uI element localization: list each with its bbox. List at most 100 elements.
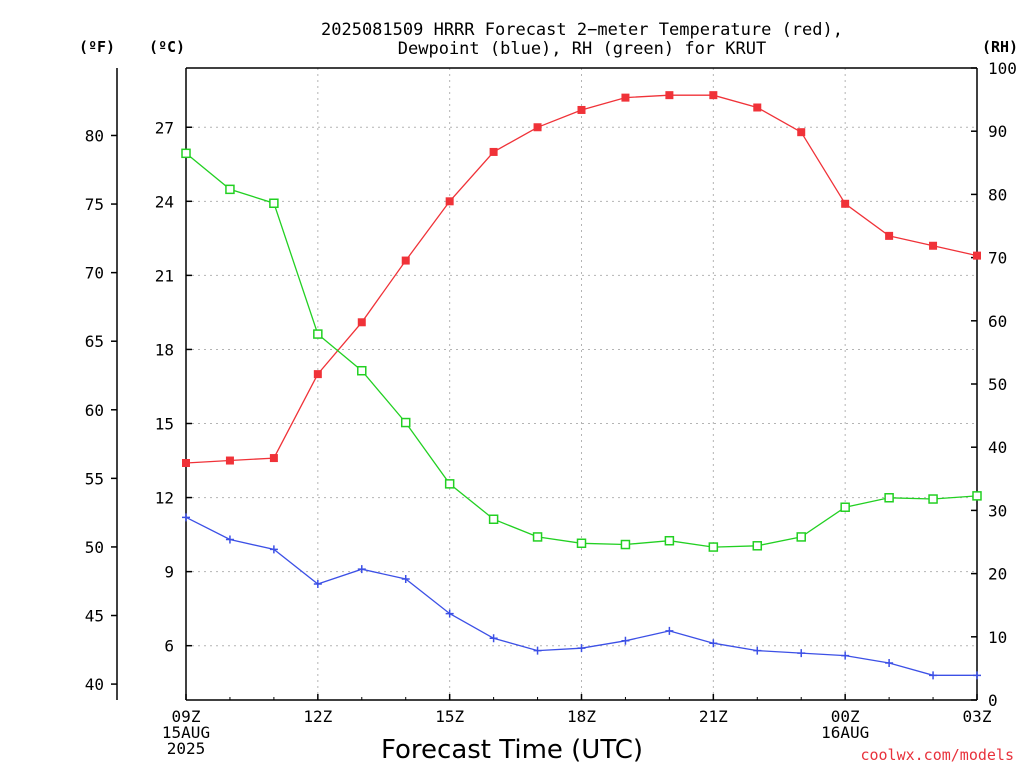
x-axis-label: Forecast Time (UTC) [381,735,643,765]
rh-point [357,365,367,376]
rh-point [752,541,763,551]
dewpoint-point [621,636,630,645]
x-tick-label: 16AUG [821,723,869,742]
grid [186,68,977,700]
axes: 6 9 12 15 18 21 24 27 40 45 50 55 60 65 70 75 80 0 10 20 30 4… [85,59,1017,758]
dewpoint-point [929,671,938,680]
temperature-point [489,147,498,156]
dewpoint-point [841,651,850,660]
temperature-point [797,128,806,137]
temperature-point [269,454,278,463]
rh-point [313,329,323,339]
celsius-tick-label: 21 [155,266,174,285]
x-tick-label: 15Z [435,707,464,726]
dewpoint-point [753,646,762,655]
dewpoint-point [357,565,366,574]
celsius-tick-label: 15 [155,415,174,434]
celsius-tick-label: 9 [164,563,174,582]
rh-point [840,502,850,512]
rh-point [928,494,938,504]
rh-tick-label: 80 [988,185,1007,204]
fahrenheit-tick-label: 60 [85,401,104,420]
rh-point [400,417,411,428]
dewpoint-point [577,644,586,653]
rh-tick-label: 100 [988,59,1017,78]
x-tick-label: 15AUG [162,723,210,742]
rh-series [181,148,982,552]
x-tick-label: 21Z [699,707,728,726]
celsius-tick-label: 6 [164,637,174,656]
rh-tick-label: 20 [988,565,1007,584]
fahrenheit-tick-label: 45 [85,607,104,626]
dewpoint-point [445,609,454,618]
dewpoint-point [533,646,542,655]
dewpoint-point [182,513,190,522]
dewpoint-series [182,513,981,680]
title-line-2: Dewpoint (blue), RH (green) for KRUT [398,39,766,59]
fahrenheit-tick-label: 75 [85,195,104,214]
x-tick-label: 09Z [172,707,201,726]
x-tick-label: 03Z [963,707,992,726]
temperature-point [225,456,234,465]
rh-tick-label: 40 [988,438,1007,457]
rh-tick-label: 50 [988,375,1007,394]
fahrenheit-tick-label: 70 [85,264,104,283]
dewpoint-point [269,545,278,554]
rh-point [181,148,191,159]
temperature-point [709,91,718,100]
dewpoint-point [313,579,322,588]
rh-point [972,491,982,501]
rh-point [664,535,675,546]
dewpoint-point [665,626,674,635]
dewpoint-point [797,649,806,658]
rh-tick-label: 90 [988,122,1007,141]
dewpoint-point [973,671,981,680]
fahrenheit-tick-label: 40 [85,675,104,694]
temperature-point [357,318,366,327]
rh-unit-label: (RH) [982,38,1018,56]
celsius-tick-label: 12 [155,489,174,508]
title-line-1: 2025081509 HRRR Forecast 2−meter Tempera… [321,20,843,40]
chart-title: 2025081509 HRRR Forecast 2−meter Tempera… [321,20,843,59]
rh-point [884,493,894,503]
rh-point [708,542,719,552]
temperature-series [182,91,981,467]
x-tick-label: 00Z [831,707,860,726]
temperature-point [577,105,586,114]
fahrenheit-tick-label: 80 [85,126,104,145]
dewpoint-point [225,535,234,544]
rh-point [532,532,543,542]
celsius-tick-label: 24 [155,192,174,211]
fahrenheit-tick-label: 65 [85,332,104,351]
fahrenheit-unit-label: (ºF) [79,38,115,56]
celsius-tick-label: 18 [155,340,174,359]
temperature-point [445,197,454,206]
rh-tick-label: 60 [988,312,1007,331]
temperature-point [182,459,190,467]
rh-point [444,479,455,489]
temperature-point [973,251,981,260]
rh-point [796,532,806,542]
temperature-point [753,103,762,112]
rh-point [488,514,499,524]
rh-point [620,539,631,550]
temperature-point [313,370,322,379]
dewpoint-point [489,634,498,643]
dewpoint-point [885,658,894,667]
fahrenheit-tick-label: 55 [85,469,104,488]
rh-tick-label: 10 [988,628,1007,647]
rh-point [269,198,279,208]
rh-tick-label: 30 [988,501,1007,520]
temperature-point [533,123,542,132]
celsius-unit-label: (ºC) [149,38,185,56]
x-tick-label: 2025 [167,739,206,758]
x-tick-label: 12Z [303,707,332,726]
dewpoint-point [401,575,410,584]
rh-tick-label: 0 [988,691,998,710]
x-tick-label: 18Z [567,707,596,726]
temperature-point [401,256,410,265]
temperature-point [841,199,850,208]
rh-point [576,538,587,549]
temperature-point [621,93,630,102]
